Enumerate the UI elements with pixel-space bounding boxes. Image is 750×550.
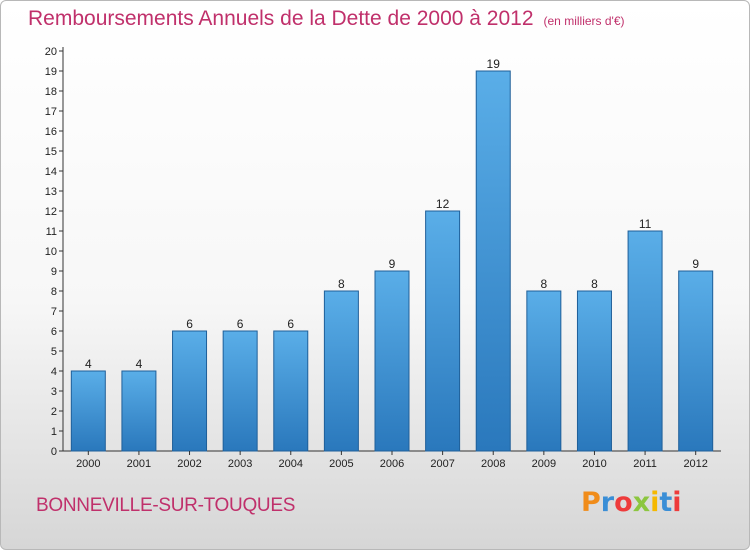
y-tick-label: 14 — [45, 166, 57, 178]
bar — [374, 270, 410, 452]
data-label: 12 — [436, 197, 450, 211]
x-tick-label: 2001 — [127, 458, 151, 470]
chart-unit: (en milliers d'€) — [543, 14, 625, 28]
x-tick-label: 2000 — [76, 458, 100, 470]
bar — [222, 330, 258, 452]
data-label: 9 — [692, 257, 699, 271]
y-tick-label: 2 — [51, 406, 57, 418]
x-tick-label: 2004 — [279, 458, 303, 470]
bar — [121, 370, 157, 452]
chart-title: Remboursements Annuels de la Dette de 20… — [28, 7, 625, 31]
logo-letter: t — [659, 487, 673, 518]
chart-title-text: Remboursements Annuels de la Dette de 20… — [28, 7, 534, 30]
bar — [70, 370, 106, 452]
y-tick-label: 9 — [51, 266, 57, 278]
y-tick-label: 19 — [45, 66, 57, 78]
data-label: 4 — [136, 357, 143, 371]
bar — [172, 330, 208, 452]
data-label: 9 — [389, 257, 396, 271]
x-tick-label: 2009 — [532, 458, 556, 470]
data-label: 4 — [85, 357, 92, 371]
bar — [526, 290, 562, 452]
x-tick-label: 2005 — [329, 458, 353, 470]
y-tick-label: 18 — [45, 86, 57, 98]
bar — [627, 230, 663, 452]
x-tick-label: 2002 — [177, 458, 201, 470]
bar — [678, 270, 714, 452]
x-tick-label: 2006 — [380, 458, 404, 470]
y-tick-label: 0 — [51, 446, 57, 458]
y-tick-label: 10 — [45, 246, 57, 258]
bar — [323, 290, 359, 452]
y-tick-label: 6 — [51, 326, 57, 338]
y-tick-label: 20 — [45, 46, 57, 58]
y-tick-label: 17 — [45, 106, 57, 118]
logo-letter: x — [632, 487, 651, 518]
data-label: 8 — [591, 277, 598, 291]
y-tick-label: 11 — [46, 226, 57, 238]
y-tick-label: 7 — [51, 306, 57, 318]
y-tick-label: 4 — [51, 366, 57, 378]
y-tick-label: 13 — [45, 186, 57, 198]
data-label: 8 — [338, 277, 345, 291]
y-tick-label: 5 — [51, 346, 57, 358]
data-label: 11 — [639, 217, 652, 231]
proxiti-logo: Proxiti — [581, 487, 682, 518]
data-label: 6 — [186, 317, 193, 331]
logo-letter: P — [581, 487, 601, 518]
y-tick-label: 16 — [45, 126, 57, 138]
x-tick-label: 2011 — [633, 458, 657, 470]
bar — [475, 70, 511, 452]
bar — [576, 290, 612, 452]
logo-letter: i — [650, 487, 660, 518]
y-tick-label: 15 — [45, 146, 57, 158]
commune-name: BONNEVILLE-SUR-TOUQUES — [36, 495, 296, 516]
x-tick-label: 2007 — [430, 458, 454, 470]
x-tick-label: 2008 — [481, 458, 505, 470]
data-label: 19 — [487, 57, 501, 71]
y-tick-label: 8 — [51, 286, 57, 298]
y-tick-label: 3 — [51, 386, 57, 398]
y-tick-label: 1 — [51, 426, 57, 438]
bar — [425, 210, 461, 452]
x-tick-label: 2012 — [683, 458, 707, 470]
x-tick-label: 2003 — [228, 458, 252, 470]
data-label: 8 — [541, 277, 548, 291]
x-tick-label: 2010 — [582, 458, 606, 470]
data-label: 6 — [287, 317, 294, 331]
bar — [273, 330, 309, 452]
data-label: 6 — [237, 317, 244, 331]
logo-letter: o — [614, 487, 633, 518]
logo-letter: r — [600, 487, 615, 518]
y-tick-label: 12 — [45, 206, 57, 218]
logo-letter: i — [672, 487, 682, 518]
